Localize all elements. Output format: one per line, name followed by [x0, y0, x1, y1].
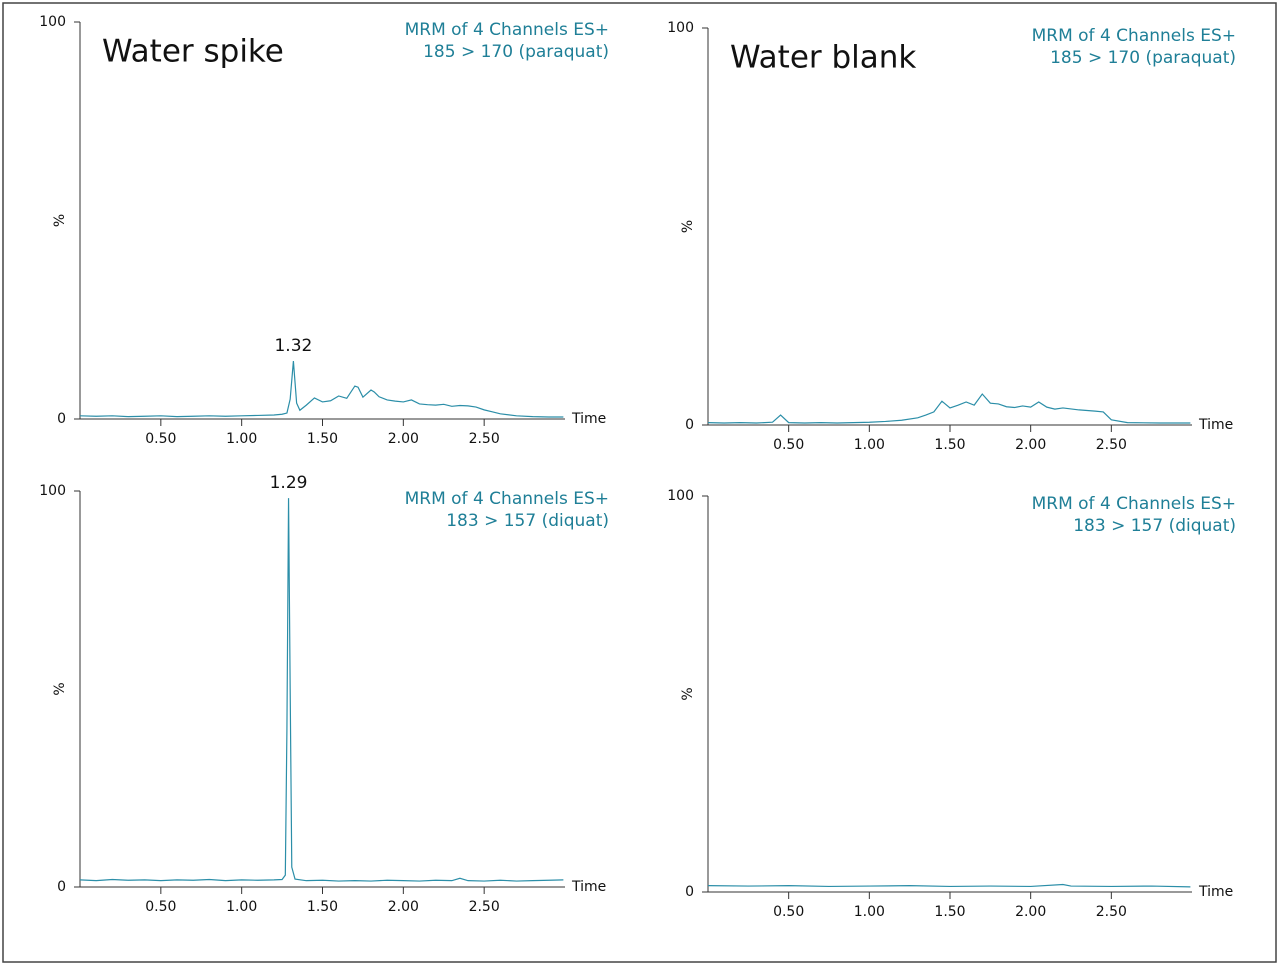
x-axis-label: Time — [1198, 417, 1233, 433]
channel-text: MRM of 4 Channels ES+ — [1032, 26, 1236, 46]
x-tick-label: 1.00 — [226, 899, 257, 915]
y-tick-label: 0 — [685, 884, 694, 900]
peak-label: 1.29 — [270, 473, 308, 493]
x-tick-label: 0.50 — [773, 904, 804, 920]
x-tick-label: 2.50 — [469, 431, 500, 447]
x-tick-label: 2.00 — [1015, 904, 1046, 920]
panel-title: Water blank — [730, 40, 916, 76]
x-tick-label: 2.50 — [469, 899, 500, 915]
y-axis-label: % — [52, 682, 68, 695]
x-axis-label: Time — [571, 879, 606, 895]
y-axis-label: % — [680, 220, 696, 233]
chromatogram-line — [707, 393, 1191, 424]
peak-label: 1.32 — [274, 336, 312, 356]
x-tick-label: 2.00 — [1015, 437, 1046, 453]
x-tick-label: 1.00 — [854, 437, 885, 453]
channel-text: 183 > 157 (diquat) — [1073, 516, 1236, 536]
channel-text: MRM of 4 Channels ES+ — [405, 489, 609, 509]
x-tick-label: 0.50 — [145, 899, 176, 915]
x-tick-label: 1.00 — [854, 904, 885, 920]
chromatogram-line — [79, 498, 564, 882]
chromatogram-line — [707, 883, 1191, 888]
y-axis-label: % — [52, 214, 68, 227]
chromatogram-line — [79, 360, 564, 418]
channel-text: 185 > 170 (paraquat) — [423, 42, 609, 62]
y-tick-label: 0 — [685, 417, 694, 433]
x-tick-label: 2.00 — [388, 431, 419, 447]
y-tick-label: 100 — [667, 488, 694, 504]
y-tick-label: 0 — [57, 411, 66, 427]
channel-text: 183 > 157 (diquat) — [446, 511, 609, 531]
x-tick-label: 0.50 — [145, 431, 176, 447]
x-axis-label: Time — [571, 411, 606, 427]
panel-title: Water spike — [102, 34, 284, 70]
y-tick-label: 100 — [667, 20, 694, 36]
y-axis-label: % — [680, 687, 696, 700]
x-tick-label: 2.00 — [388, 899, 419, 915]
x-tick-label: 1.00 — [226, 431, 257, 447]
channel-text: 185 > 170 (paraquat) — [1050, 48, 1236, 68]
x-tick-label: 1.50 — [307, 431, 338, 447]
y-tick-label: 100 — [39, 483, 66, 499]
x-tick-label: 0.50 — [773, 437, 804, 453]
x-tick-label: 1.50 — [934, 437, 965, 453]
x-tick-label: 2.50 — [1096, 437, 1127, 453]
channel-text: MRM of 4 Channels ES+ — [405, 20, 609, 40]
x-tick-label: 1.50 — [934, 904, 965, 920]
channel-text: MRM of 4 Channels ES+ — [1032, 494, 1236, 514]
y-tick-label: 100 — [39, 14, 66, 30]
y-tick-label: 0 — [57, 879, 66, 895]
x-tick-label: 1.50 — [307, 899, 338, 915]
x-tick-label: 2.50 — [1096, 904, 1127, 920]
x-axis-label: Time — [1198, 884, 1233, 900]
